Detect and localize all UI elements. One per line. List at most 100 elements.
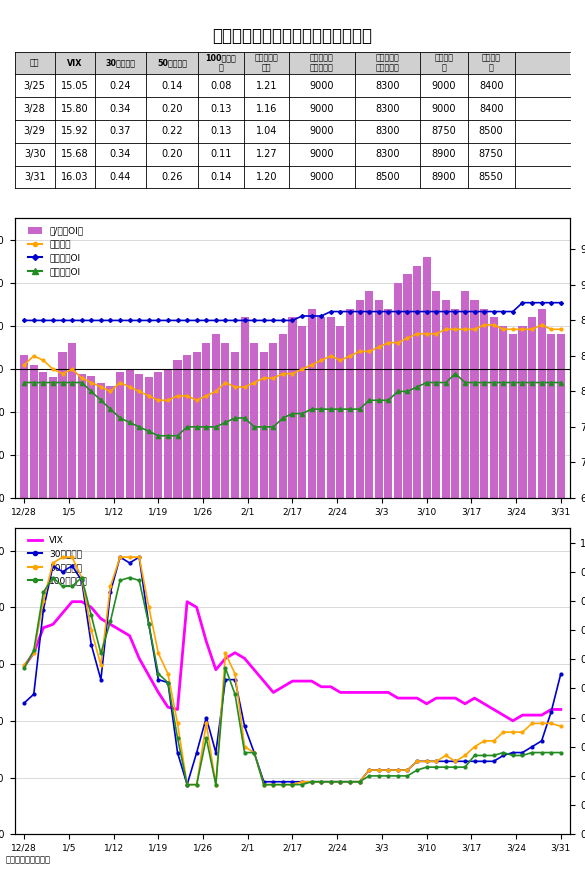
Bar bbox=[15, 143, 570, 166]
Bar bbox=[528, 317, 536, 541]
Bar bbox=[288, 317, 297, 541]
Text: 8900: 8900 bbox=[432, 149, 456, 159]
Bar bbox=[432, 291, 441, 541]
Text: 8300: 8300 bbox=[376, 81, 400, 91]
Text: 1.04: 1.04 bbox=[256, 126, 277, 136]
Text: 0.34: 0.34 bbox=[110, 103, 131, 114]
Bar bbox=[394, 283, 402, 541]
Text: 9000: 9000 bbox=[309, 103, 334, 114]
Bar bbox=[192, 352, 201, 541]
Text: 0.11: 0.11 bbox=[210, 149, 232, 159]
Bar bbox=[202, 343, 211, 541]
Bar bbox=[126, 368, 134, 541]
Text: 0.14: 0.14 bbox=[210, 172, 232, 182]
Bar bbox=[87, 375, 95, 541]
Bar bbox=[518, 326, 527, 541]
Bar bbox=[39, 372, 47, 541]
Bar bbox=[346, 308, 354, 541]
Text: 100日百分
位: 100日百分 位 bbox=[205, 53, 236, 73]
Text: 0.24: 0.24 bbox=[110, 81, 131, 91]
Text: 9000: 9000 bbox=[309, 126, 334, 136]
Bar bbox=[317, 317, 325, 541]
Text: 8500: 8500 bbox=[375, 172, 400, 182]
Text: 0.22: 0.22 bbox=[161, 126, 183, 136]
Bar bbox=[144, 377, 153, 541]
Text: 1.20: 1.20 bbox=[256, 172, 277, 182]
Text: 0.13: 0.13 bbox=[210, 126, 232, 136]
Text: 8750: 8750 bbox=[432, 126, 456, 136]
Bar bbox=[279, 335, 287, 541]
Bar bbox=[490, 317, 498, 541]
Bar bbox=[154, 372, 163, 541]
Text: 賣權最大未
平倉履約價: 賣權最大未 平倉履約價 bbox=[376, 53, 400, 73]
Text: 30日百分位: 30日百分位 bbox=[105, 58, 136, 68]
Bar bbox=[413, 266, 421, 541]
Bar bbox=[480, 308, 488, 541]
Bar bbox=[15, 120, 570, 143]
Bar bbox=[374, 300, 383, 541]
Text: 9000: 9000 bbox=[309, 149, 334, 159]
Bar bbox=[106, 386, 115, 541]
Bar bbox=[15, 166, 570, 189]
Text: 8750: 8750 bbox=[479, 149, 504, 159]
Text: 3/31: 3/31 bbox=[24, 172, 46, 182]
Text: 8300: 8300 bbox=[376, 103, 400, 114]
Bar bbox=[451, 308, 459, 541]
Bar bbox=[15, 75, 570, 97]
Text: 1.27: 1.27 bbox=[256, 149, 277, 159]
Bar bbox=[499, 326, 507, 541]
Bar bbox=[231, 352, 239, 541]
Text: 16.03: 16.03 bbox=[61, 172, 88, 182]
Bar bbox=[164, 368, 172, 541]
Text: 15.05: 15.05 bbox=[61, 81, 88, 91]
Text: 8300: 8300 bbox=[376, 149, 400, 159]
Bar bbox=[365, 291, 373, 541]
Bar bbox=[78, 374, 86, 541]
Text: 9000: 9000 bbox=[309, 81, 334, 91]
Bar bbox=[68, 343, 76, 541]
Bar bbox=[20, 355, 28, 541]
Text: 3/28: 3/28 bbox=[24, 103, 46, 114]
Text: 遠賣權最
大: 遠賣權最 大 bbox=[481, 53, 501, 73]
Text: 0.34: 0.34 bbox=[110, 149, 131, 159]
Bar bbox=[15, 52, 570, 75]
Bar bbox=[538, 308, 546, 541]
Text: 1.16: 1.16 bbox=[256, 103, 277, 114]
Text: 15.68: 15.68 bbox=[61, 149, 88, 159]
Text: 0.08: 0.08 bbox=[210, 81, 232, 91]
Text: 3/25: 3/25 bbox=[24, 81, 46, 91]
Bar bbox=[327, 317, 335, 541]
Text: 9000: 9000 bbox=[309, 172, 334, 182]
Text: 0.37: 0.37 bbox=[110, 126, 131, 136]
Bar bbox=[49, 377, 57, 541]
Bar bbox=[173, 361, 181, 541]
Text: 8400: 8400 bbox=[479, 103, 504, 114]
Bar bbox=[298, 326, 306, 541]
Legend: VIX, 30日百分位, 50日百分位, 100日百分位: VIX, 30日百分位, 50日百分位, 100日百分位 bbox=[25, 533, 91, 589]
Bar bbox=[557, 335, 565, 541]
Bar bbox=[212, 335, 220, 541]
Bar bbox=[356, 300, 364, 541]
Bar bbox=[221, 343, 229, 541]
Text: 遠買權最
大: 遠買權最 大 bbox=[435, 53, 453, 73]
Text: 15.92: 15.92 bbox=[61, 126, 88, 136]
Bar bbox=[308, 308, 316, 541]
Text: 0.26: 0.26 bbox=[161, 172, 183, 182]
Text: 3/30: 3/30 bbox=[24, 149, 46, 159]
Text: 8500: 8500 bbox=[479, 126, 504, 136]
Bar bbox=[547, 335, 555, 541]
Bar bbox=[240, 317, 249, 541]
Bar bbox=[183, 355, 191, 541]
Bar bbox=[442, 300, 450, 541]
Text: 0.14: 0.14 bbox=[161, 81, 183, 91]
Bar bbox=[97, 382, 105, 541]
Text: 8900: 8900 bbox=[432, 172, 456, 182]
Text: 賣買權未平
倉比: 賣買權未平 倉比 bbox=[254, 53, 278, 73]
Bar bbox=[509, 335, 517, 541]
Text: 0.44: 0.44 bbox=[110, 172, 131, 182]
Bar bbox=[58, 352, 67, 541]
Text: 15.80: 15.80 bbox=[61, 103, 88, 114]
Text: 1.21: 1.21 bbox=[256, 81, 277, 91]
Text: 日期: 日期 bbox=[30, 58, 39, 68]
Text: 9000: 9000 bbox=[432, 103, 456, 114]
